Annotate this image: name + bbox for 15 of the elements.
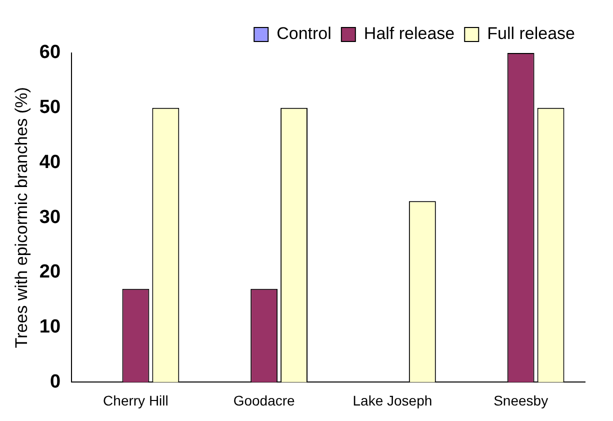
legend-label: Control [276, 24, 332, 44]
x-tick-label: Sneesby [494, 392, 548, 408]
y-tick-label: 30 [39, 206, 61, 228]
y-tick-label: 50 [39, 97, 61, 118]
x-tick-label: Cherry Hill [103, 392, 168, 408]
x-tick-label: Lake Joseph [352, 392, 432, 408]
legend-label: Full release [487, 24, 576, 44]
y-tick-label: 10 [39, 316, 61, 338]
y-tick-label: 60 [39, 42, 61, 64]
x-tick-label: Goodacre [233, 392, 296, 408]
legend-label: Half release [364, 24, 455, 44]
y-axis-title: Trees with epicormic branches (%) [12, 87, 31, 348]
y-tick-label: 0 [50, 371, 61, 392]
y-tick-label: 20 [39, 262, 61, 283]
y-tick-label: 40 [39, 152, 61, 173]
